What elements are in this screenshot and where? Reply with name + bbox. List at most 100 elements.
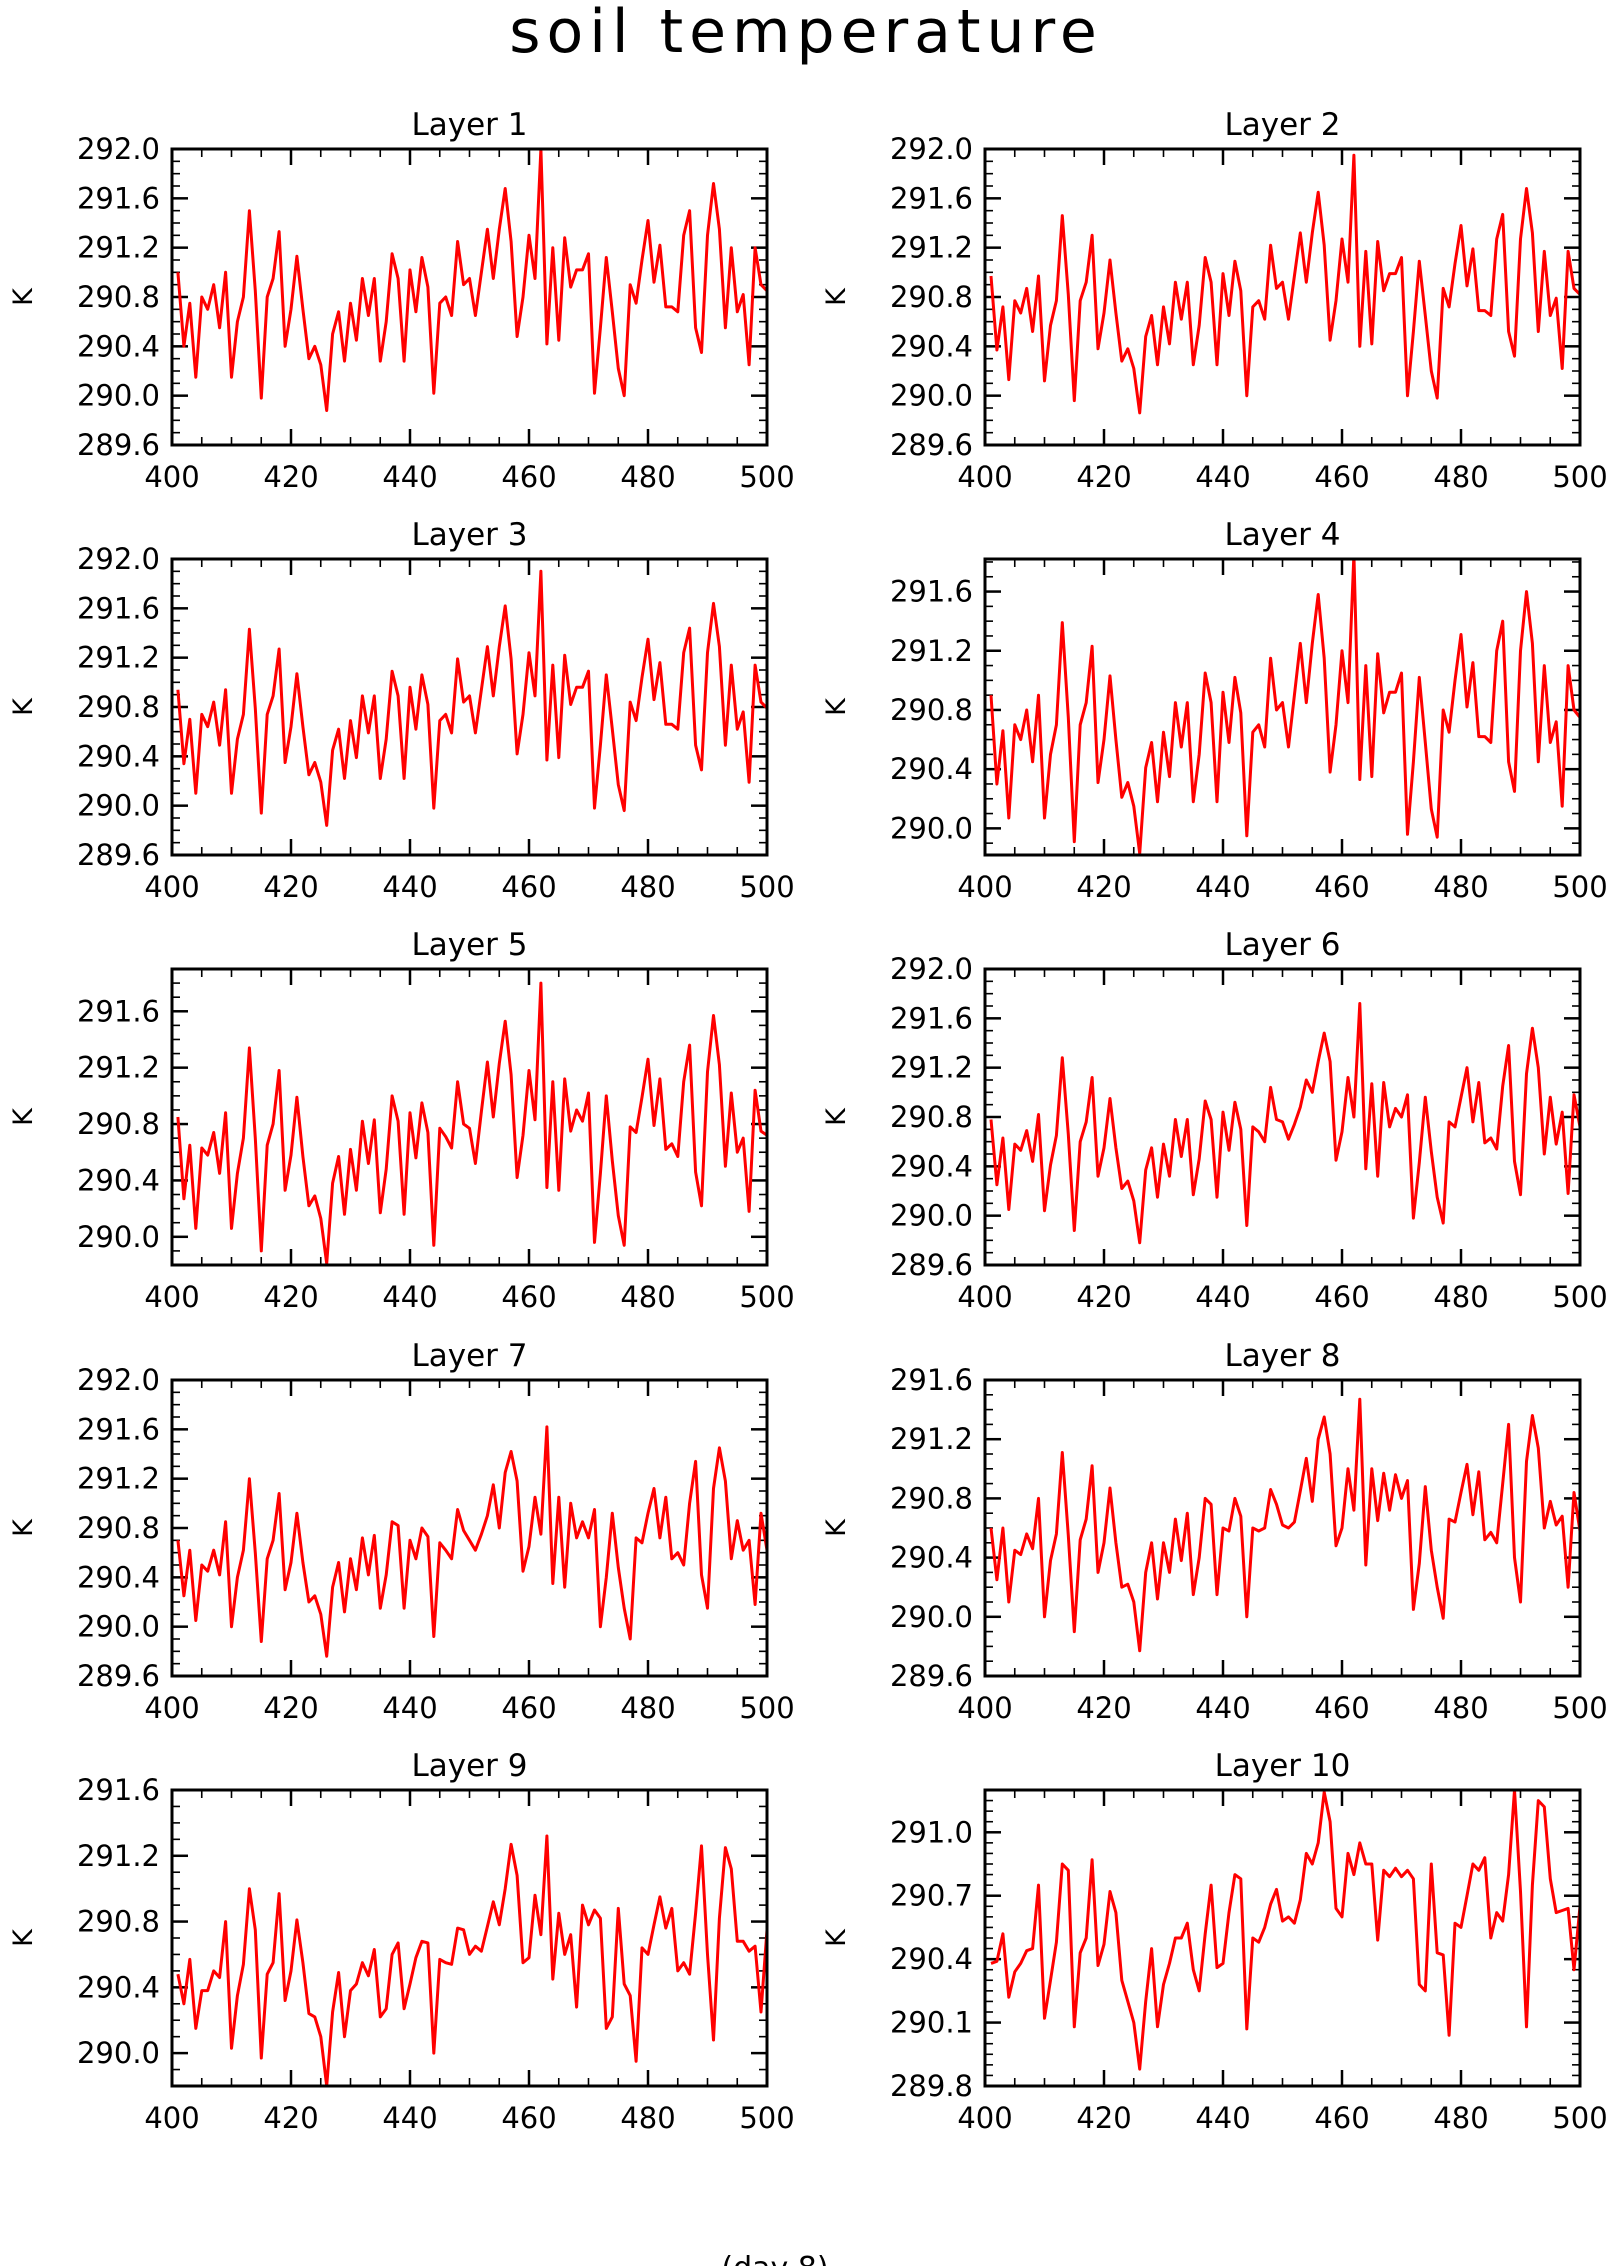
y-tick-label: 289.6 (890, 1659, 973, 1693)
y-tick-label: 290.8 (77, 690, 160, 724)
y-tick-label: 289.6 (77, 1659, 160, 1693)
x-tick-label: 480 (1433, 2101, 1488, 2135)
panel-layer-1: Layer 1 K 400 420 440 460 480 500 289.6 290.0 290.… (8, 107, 795, 494)
x-tick-label: 500 (1552, 1691, 1607, 1725)
panel-layer-8: Layer 8 K 400 420 440 460 480 500 289.6 290.0 290.… (821, 1338, 1608, 1725)
x-tick-label: 420 (263, 1691, 318, 1725)
x-tick-label: 480 (620, 870, 675, 904)
y-tick-label: 290.0 (77, 789, 160, 823)
x-tick-label: 480 (1433, 1691, 1488, 1725)
x-tick-label: 460 (1314, 460, 1369, 494)
y-tick-label: 289.6 (890, 1248, 973, 1282)
y-axis-label: K (8, 287, 39, 306)
x-tick-label: 420 (1076, 870, 1131, 904)
y-tick-label: 290.4 (890, 1149, 973, 1183)
y-tick-label: 290.0 (890, 1600, 973, 1634)
y-tick-label: 290.4 (890, 752, 973, 786)
x-tick-label: 400 (144, 870, 199, 904)
y-axis-label: K (821, 1518, 852, 1537)
series-line-layer-5 (176, 981, 767, 1265)
y-tick-label: 290.4 (77, 329, 160, 363)
x-tick-label: 440 (1195, 1691, 1250, 1725)
x-tick-label: 440 (382, 2101, 437, 2135)
x-tick-label: 480 (1433, 870, 1488, 904)
x-tick-label: 480 (1433, 1280, 1488, 1314)
series-line-layer-2 (989, 153, 1580, 415)
x-tick-label: 420 (1076, 1691, 1131, 1725)
x-tick-label: 500 (1552, 2101, 1607, 2135)
panel-layer-10: Layer 10 K 400 420 440 460 480 500 289.8 290.1 290… (821, 1748, 1608, 2135)
series-line-layer-3 (176, 569, 767, 827)
y-tick-label: 292.0 (77, 1363, 160, 1397)
x-tick-label: 420 (1076, 2101, 1131, 2135)
y-tick-label: 291.2 (890, 634, 973, 668)
y-tick-label: 291.2 (890, 1051, 973, 1085)
y-tick-label: 291.2 (77, 1839, 160, 1873)
plot-frame (983, 557, 1582, 857)
y-tick-label: 291.6 (890, 1001, 973, 1035)
x-tick-label: 400 (957, 1691, 1012, 1725)
y-tick-label: 291.2 (77, 231, 160, 265)
y-tick-label: 291.2 (77, 641, 160, 675)
y-axis-label: K (8, 1928, 39, 1947)
panel-layer-3: Layer 3 K 400 420 440 460 480 500 289.6 290.0 290.… (8, 517, 795, 904)
figure-bottom-label: (day 8) (721, 2251, 828, 2266)
x-tick-label: 400 (957, 1280, 1012, 1314)
x-tick-label: 440 (382, 870, 437, 904)
y-tick-label: 291.6 (890, 575, 973, 609)
x-tick-label: 400 (144, 1691, 199, 1725)
y-tick-label: 290.8 (77, 1511, 160, 1545)
panel-layer-9: Layer 9 K 400 420 440 460 480 500 290.0 290.4 290.… (8, 1748, 795, 2135)
plot-frame (170, 147, 769, 447)
series-line-layer-4 (989, 559, 1580, 855)
x-tick-label: 400 (144, 460, 199, 494)
plot-frame (983, 147, 1582, 447)
x-tick-label: 500 (1552, 1280, 1607, 1314)
panel-layer-7: Layer 7 K 400 420 440 460 480 500 289.6 290.0 290.… (8, 1338, 795, 1725)
plot-frame (983, 1378, 1582, 1678)
y-tick-label: 290.0 (890, 811, 973, 845)
y-tick-label: 290.0 (77, 2036, 160, 2070)
x-tick-label: 440 (1195, 1280, 1250, 1314)
panel-layer-6: Layer 6 K 400 420 440 460 480 500 289.6 290.0 290.… (821, 927, 1608, 1314)
y-tick-label: 291.0 (890, 1815, 973, 1849)
series-line-layer-7 (176, 1425, 767, 1658)
y-tick-label: 291.6 (77, 1773, 160, 1807)
x-tick-label: 460 (501, 870, 556, 904)
x-tick-label: 480 (620, 1280, 675, 1314)
x-tick-label: 500 (739, 1691, 794, 1725)
x-tick-label: 420 (263, 1280, 318, 1314)
x-tick-label: 420 (263, 870, 318, 904)
panel-title: Layer 10 (1215, 1748, 1351, 1784)
y-tick-label: 289.6 (77, 428, 160, 462)
y-tick-label: 291.2 (77, 1462, 160, 1496)
panel-title: Layer 7 (411, 1338, 527, 1374)
x-tick-label: 420 (263, 460, 318, 494)
x-tick-label: 440 (382, 460, 437, 494)
y-axis-label: K (821, 1928, 852, 1947)
panel-layer-5: Layer 5 K 400 420 440 460 480 500 290.0 290.4 290.… (8, 927, 795, 1314)
y-tick-label: 291.2 (890, 231, 973, 265)
panels-container: Layer 1 K 400 420 440 460 480 500 289.6 290.0 290.… (8, 107, 1608, 2135)
y-tick-label: 290.0 (77, 1610, 160, 1644)
y-tick-label: 291.6 (890, 181, 973, 215)
x-tick-label: 460 (1314, 870, 1369, 904)
panel-title: Layer 8 (1224, 1338, 1340, 1374)
y-tick-label: 289.6 (890, 428, 973, 462)
y-tick-label: 290.0 (77, 1220, 160, 1254)
y-tick-label: 291.6 (77, 994, 160, 1028)
panel-title: Layer 3 (411, 517, 527, 553)
y-axis-label: K (8, 1518, 39, 1537)
panel-layer-4: Layer 4 K 400 420 440 460 480 500 290.0 290.4 290.… (821, 517, 1608, 904)
plot-frame (170, 557, 769, 857)
panel-title: Layer 1 (411, 107, 527, 143)
y-tick-label: 290.8 (890, 693, 973, 727)
y-tick-label: 290.8 (890, 280, 973, 314)
x-tick-label: 500 (739, 1280, 794, 1314)
x-tick-label: 400 (957, 460, 1012, 494)
figure-title: soil temperature (509, 0, 1103, 67)
x-tick-label: 420 (263, 2101, 318, 2135)
y-tick-label: 291.6 (77, 591, 160, 625)
plot-frame (170, 1788, 769, 2088)
